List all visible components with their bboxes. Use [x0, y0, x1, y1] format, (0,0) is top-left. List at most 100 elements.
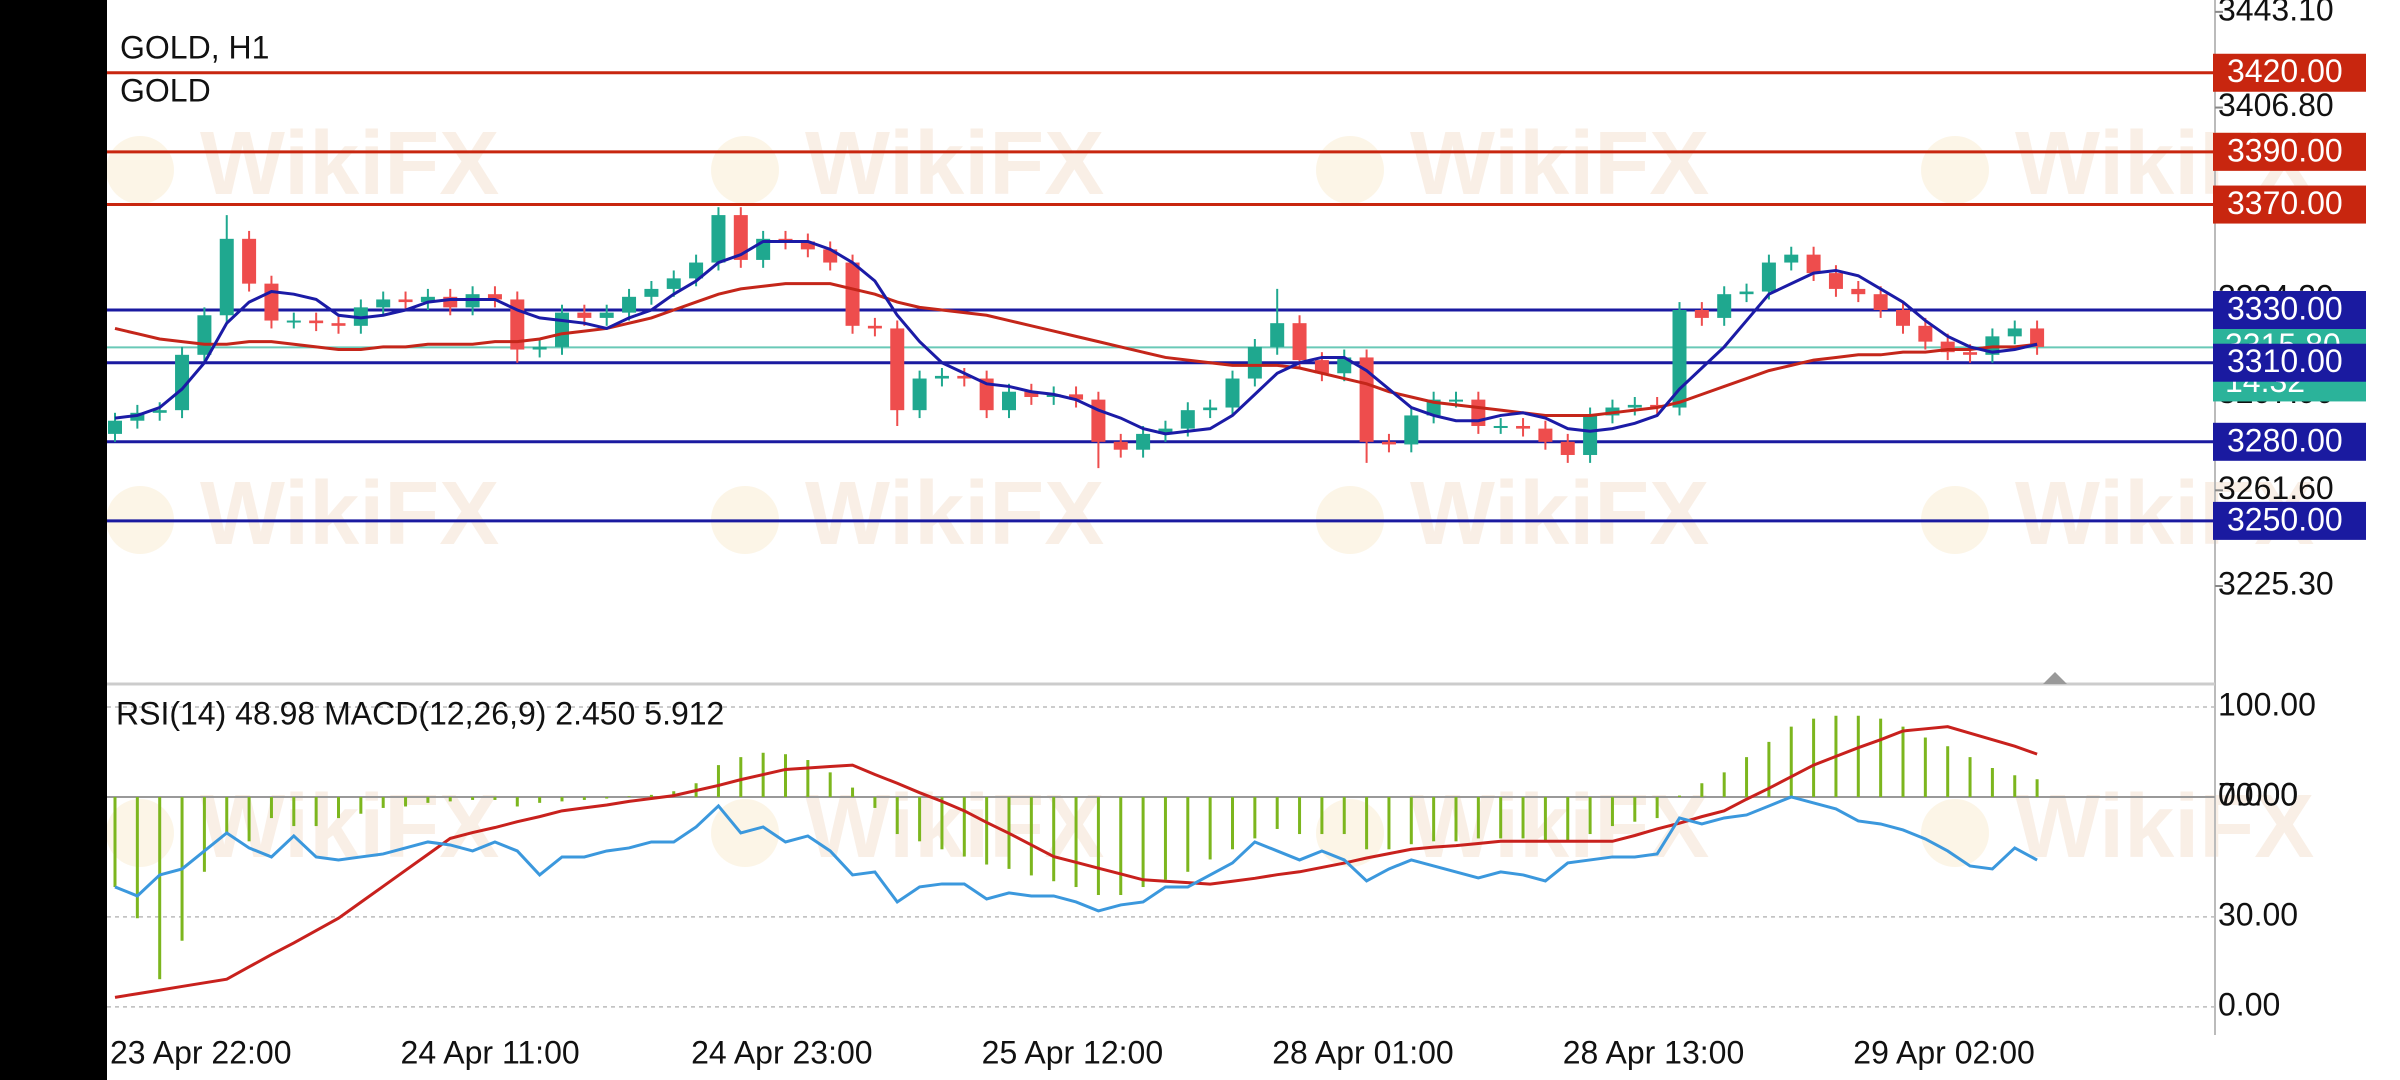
level-label: 3370.00	[2227, 185, 2343, 221]
candle-body	[555, 312, 569, 347]
level-box	[2213, 53, 2366, 92]
indicator-line	[114, 795, 2038, 913]
candle-body	[532, 346, 547, 350]
candle-body	[1225, 378, 1240, 408]
candle-body	[1180, 410, 1195, 429]
histogram-bar	[605, 797, 609, 799]
histogram-bar	[1186, 797, 1190, 872]
histogram-bar	[1029, 797, 1033, 876]
watermark: WikiFX	[1410, 464, 1709, 564]
candle-body	[800, 241, 815, 250]
watermark: WikiFX	[200, 464, 499, 564]
histogram-bar	[649, 794, 653, 798]
candle-body	[1672, 309, 1687, 408]
candle-body	[264, 283, 279, 321]
watermark-logo	[1921, 799, 1989, 867]
x-tick-label: 24 Apr 23:00	[691, 1034, 872, 1070]
watermark: WikiFX	[805, 777, 1104, 877]
candle-body	[1627, 404, 1642, 408]
histogram-bar	[851, 787, 855, 798]
histogram-bar	[225, 797, 229, 835]
candle-body	[1337, 357, 1352, 374]
x-tick-label: 25 Apr 12:00	[982, 1034, 1163, 1070]
y2-tick-label: 0.000	[2218, 776, 2298, 812]
histogram-bar	[739, 757, 743, 798]
histogram-bar	[1074, 797, 1078, 888]
histogram-bar	[1365, 797, 1369, 850]
histogram-bar	[1610, 797, 1614, 827]
histogram-bar	[2013, 775, 2017, 798]
histogram-bar	[1990, 768, 1994, 798]
candle-body	[1113, 441, 1128, 450]
candle-body	[733, 215, 748, 260]
candle-body	[1449, 399, 1463, 402]
watermark-logo	[106, 136, 174, 204]
candle-body	[1404, 415, 1419, 445]
y-tick-label: 3406.80	[2218, 87, 2334, 123]
histogram-bar	[1856, 715, 1860, 798]
candle-body	[1069, 394, 1084, 400]
candle-body	[1247, 346, 1262, 379]
candle-body	[912, 378, 927, 411]
candle-body	[1828, 273, 1843, 289]
level-box	[2213, 343, 2366, 382]
histogram-bar	[1588, 797, 1592, 835]
y-tick-label: 3261.60	[2218, 470, 2334, 506]
candle-body	[599, 312, 614, 318]
candle-body	[1896, 309, 1910, 326]
histogram-bar	[269, 797, 273, 819]
level-box	[2213, 501, 2366, 540]
candle-body	[577, 312, 592, 318]
histogram-bar	[1678, 795, 1681, 798]
moving-average	[114, 239, 2038, 436]
candle-body	[1694, 309, 1709, 318]
candle-body	[398, 299, 413, 303]
histogram-bar	[1521, 797, 1525, 839]
histogram-bar	[247, 797, 251, 842]
histogram-bar	[1231, 797, 1234, 850]
histogram-bar	[1208, 797, 1212, 860]
level-label: 3280.00	[2227, 422, 2343, 458]
histogram-bar	[895, 797, 899, 835]
candle-body	[197, 315, 212, 355]
candle-body	[286, 320, 301, 323]
candle-body	[420, 296, 435, 303]
candle-body	[1761, 262, 1776, 292]
x-tick-label: 29 Apr 02:00	[1853, 1034, 2034, 1070]
histogram-bar	[1923, 737, 1927, 798]
left-bar	[0, 0, 107, 1080]
candle-body	[1739, 291, 1754, 295]
histogram-bar	[716, 765, 720, 798]
x-tick-label: 24 Apr 11:00	[401, 1034, 580, 1070]
watermarks: WikiFX WikiFX WikiFX WikiFX WikiFX WikiFX Wiki…	[106, 114, 2314, 877]
x-tick-label: 23 Apr 22:00	[110, 1034, 291, 1070]
histogram-bar	[202, 797, 206, 872]
level-label: 3250.00	[2227, 501, 2343, 537]
scroll-marker	[2043, 672, 2067, 684]
histogram-bar	[1901, 726, 1905, 798]
histogram-bar	[1745, 757, 1749, 798]
candle-body	[1136, 433, 1151, 450]
histogram-bar	[448, 797, 452, 802]
symbol-subtitle: GOLD	[120, 72, 211, 108]
histogram-bar	[1476, 797, 1480, 839]
histogram-bar	[292, 797, 296, 827]
candle-body	[1359, 357, 1374, 442]
watermark-logo	[1316, 136, 1384, 204]
histogram-bar	[493, 797, 497, 800]
candle-body	[1292, 323, 1307, 361]
candle-body	[1784, 254, 1799, 263]
candle-body	[934, 375, 949, 379]
y-tick-label: 30.00	[2218, 896, 2298, 932]
histogram-bar	[538, 797, 542, 803]
histogram-bar	[1275, 797, 1279, 829]
candle-body	[1717, 294, 1732, 318]
candle-body	[1918, 325, 1933, 342]
indicator-panel	[107, 706, 2215, 1008]
histogram-bar	[1543, 797, 1547, 842]
candle-body	[711, 215, 726, 263]
histogram-bar	[1409, 797, 1413, 845]
candle-body	[1583, 415, 1598, 455]
